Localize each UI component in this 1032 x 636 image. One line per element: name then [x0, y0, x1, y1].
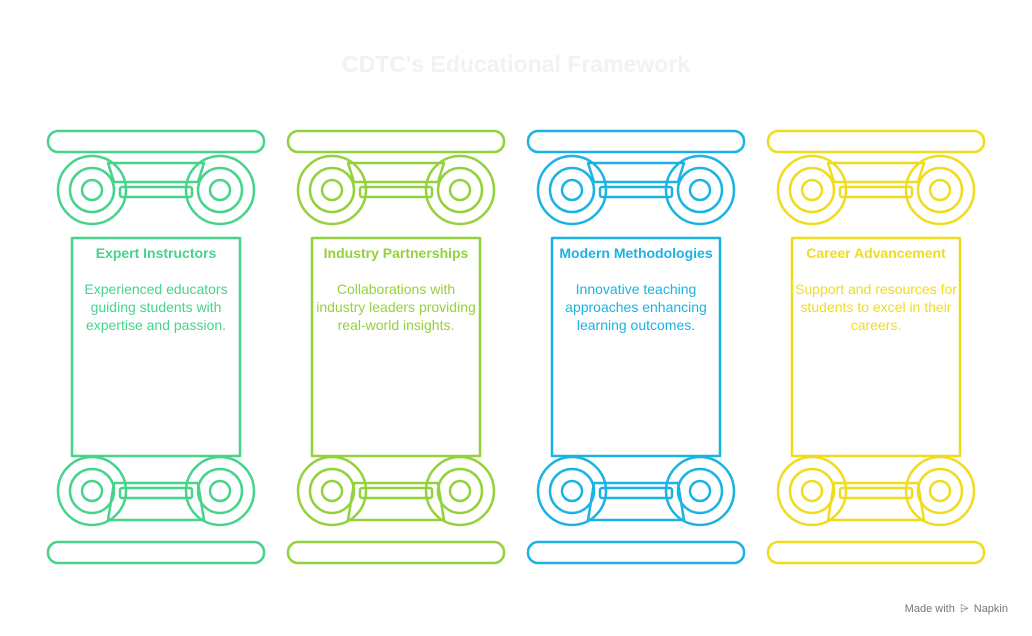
pillar-text: Career Advancement Support and resources…	[792, 184, 960, 394]
pillar-2: Industry Partnerships Collaborations wit…	[286, 128, 506, 568]
pillar-title: Modern Methodologies	[559, 245, 713, 261]
page-title: CDTC's Educational Framework	[342, 51, 690, 77]
pillar-description: Innovative teaching approaches enhancing…	[565, 281, 707, 333]
pillar-column-graphic	[286, 129, 506, 565]
pillar-title: Career Advancement	[806, 245, 946, 261]
pillar-3: Modern Methodologies Innovative teaching…	[526, 128, 746, 568]
pillar-title: Expert Instructors	[95, 245, 217, 261]
pillar-text: Modern Methodologies Innovative teaching…	[552, 184, 720, 394]
pillar-description: Experienced educators guiding students w…	[84, 281, 228, 333]
pillar-4: Career Advancement Support and resources…	[766, 128, 986, 568]
napkin-logo-icon: ⩥	[959, 603, 969, 615]
made-with-napkin: Made with ⩥ Napkin	[905, 603, 1008, 616]
footer-brand: Napkin	[973, 603, 1008, 615]
pillar-description: Support and resources for students to ex…	[795, 281, 957, 333]
pillar-text: Industry Partnerships Collaborations wit…	[312, 184, 480, 394]
pillar-text: Expert Instructors Experienced educators…	[72, 184, 240, 394]
pillar-column-graphic	[526, 129, 746, 565]
pillar-title: Industry Partnerships	[323, 245, 469, 261]
pillar-1: Expert Instructors Experienced educators…	[46, 128, 266, 568]
pillar-description: Collaborations with industry leaders pro…	[316, 281, 476, 333]
footer-text: Made with	[904, 603, 955, 615]
pillar-column-graphic	[46, 129, 266, 565]
pillar-column-graphic	[766, 129, 986, 565]
